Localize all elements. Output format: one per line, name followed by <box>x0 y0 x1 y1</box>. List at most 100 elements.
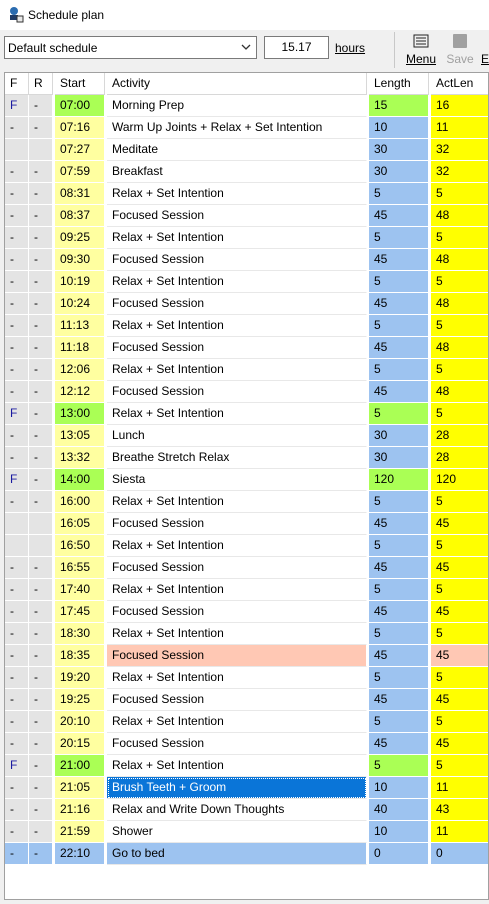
flag-r-cell[interactable]: - <box>29 161 53 183</box>
actlen-cell[interactable]: 11 <box>431 777 488 799</box>
table-row[interactable]: 16:50 Relax + Set Intention 5 5 <box>5 535 488 557</box>
flag-f-cell[interactable]: - <box>5 579 29 601</box>
flag-r-cell[interactable]: - <box>29 821 53 843</box>
start-time-cell[interactable]: 08:37 <box>55 205 105 227</box>
length-cell[interactable]: 45 <box>369 557 429 579</box>
actlen-cell[interactable]: 5 <box>431 315 488 337</box>
length-cell[interactable]: 5 <box>369 667 429 689</box>
activity-cell[interactable]: Relax + Set Intention <box>107 359 367 381</box>
length-cell[interactable]: 0 <box>369 843 429 865</box>
table-row[interactable]: - -16:00 Relax + Set Intention 5 5 <box>5 491 488 513</box>
flag-r-cell[interactable]: - <box>29 95 53 117</box>
length-cell[interactable]: 5 <box>369 403 429 425</box>
flag-f-cell[interactable] <box>5 513 29 535</box>
table-row[interactable]: - -19:20 Relax + Set Intention 5 5 <box>5 667 488 689</box>
table-row[interactable]: - -08:37 Focused Session 45 48 <box>5 205 488 227</box>
table-row[interactable]: - -18:30 Relax + Set Intention 5 5 <box>5 623 488 645</box>
table-row[interactable]: - -11:13 Relax + Set Intention 5 5 <box>5 315 488 337</box>
start-time-cell[interactable]: 18:30 <box>55 623 105 645</box>
actlen-cell[interactable]: 5 <box>431 623 488 645</box>
actlen-cell[interactable]: 48 <box>431 249 488 271</box>
table-row[interactable]: - -13:32 Breathe Stretch Relax 30 28 <box>5 447 488 469</box>
actlen-cell[interactable]: 5 <box>431 535 488 557</box>
flag-f-cell[interactable]: - <box>5 645 29 667</box>
flag-r-cell[interactable]: - <box>29 799 53 821</box>
start-time-cell[interactable]: 21:05 <box>55 777 105 799</box>
activity-cell[interactable]: Morning Prep <box>107 95 367 117</box>
table-row[interactable]: - -07:59 Breakfast 30 32 <box>5 161 488 183</box>
table-row[interactable]: 16:05 Focused Session 45 45 <box>5 513 488 535</box>
flag-r-cell[interactable]: - <box>29 293 53 315</box>
length-cell[interactable]: 5 <box>369 183 429 205</box>
flag-r-cell[interactable]: - <box>29 271 53 293</box>
actlen-cell[interactable]: 5 <box>431 271 488 293</box>
actlen-cell[interactable]: 5 <box>431 667 488 689</box>
table-row[interactable]: - -12:12 Focused Session 45 48 <box>5 381 488 403</box>
flag-r-cell[interactable]: - <box>29 447 53 469</box>
flag-f-cell[interactable] <box>5 535 29 557</box>
length-cell[interactable]: 30 <box>369 425 429 447</box>
flag-r-cell[interactable]: - <box>29 645 53 667</box>
flag-f-cell[interactable]: - <box>5 689 29 711</box>
flag-f-cell[interactable]: - <box>5 271 29 293</box>
actlen-cell[interactable]: 45 <box>431 689 488 711</box>
activity-cell[interactable]: Relax + Set Intention <box>107 667 367 689</box>
flag-r-cell[interactable]: - <box>29 601 53 623</box>
flag-r-cell[interactable]: - <box>29 337 53 359</box>
table-row[interactable]: - -21:05 Brush Teeth + Groom 10 11 <box>5 777 488 799</box>
flag-r-cell[interactable]: - <box>29 579 53 601</box>
flag-r-cell[interactable]: - <box>29 733 53 755</box>
flag-r-cell[interactable]: - <box>29 381 53 403</box>
length-cell[interactable]: 5 <box>369 315 429 337</box>
table-row[interactable]: - -21:59 Shower 10 11 <box>5 821 488 843</box>
actlen-cell[interactable]: 5 <box>431 359 488 381</box>
flag-r-cell[interactable]: - <box>29 227 53 249</box>
flag-r-cell[interactable]: - <box>29 777 53 799</box>
start-time-cell[interactable]: 08:31 <box>55 183 105 205</box>
flag-f-cell[interactable]: - <box>5 183 29 205</box>
flag-f-cell[interactable]: - <box>5 117 29 139</box>
start-time-cell[interactable]: 07:16 <box>55 117 105 139</box>
activity-cell[interactable]: Relax + Set Intention <box>107 227 367 249</box>
table-row[interactable]: - -09:30 Focused Session 45 48 <box>5 249 488 271</box>
flag-f-cell[interactable]: - <box>5 491 29 513</box>
table-row[interactable]: 07:27 Meditate 30 32 <box>5 139 488 161</box>
table-row[interactable]: - -09:25 Relax + Set Intention 5 5 <box>5 227 488 249</box>
start-time-cell[interactable]: 18:35 <box>55 645 105 667</box>
activity-cell[interactable]: Meditate <box>107 139 367 161</box>
flag-f-cell[interactable]: - <box>5 799 29 821</box>
flag-r-cell[interactable]: - <box>29 557 53 579</box>
actlen-cell[interactable]: 48 <box>431 381 488 403</box>
actlen-cell[interactable]: 5 <box>431 711 488 733</box>
activity-cell[interactable]: Focused Session <box>107 645 367 667</box>
length-cell[interactable]: 120 <box>369 469 429 491</box>
activity-cell[interactable]: Focused Session <box>107 557 367 579</box>
table-row[interactable]: - -17:40 Relax + Set Intention 5 5 <box>5 579 488 601</box>
length-cell[interactable]: 45 <box>369 733 429 755</box>
col-header-f[interactable]: F <box>5 73 29 95</box>
activity-cell[interactable]: Lunch <box>107 425 367 447</box>
flag-f-cell[interactable]: - <box>5 359 29 381</box>
actlen-cell[interactable]: 28 <box>431 447 488 469</box>
length-cell[interactable]: 5 <box>369 623 429 645</box>
start-time-cell[interactable]: 17:40 <box>55 579 105 601</box>
table-row[interactable]: F -07:00 Morning Prep 15 16 <box>5 95 488 117</box>
flag-r-cell[interactable] <box>29 513 53 535</box>
table-row[interactable]: - -07:16 Warm Up Joints + Relax + Set Inte… <box>5 117 488 139</box>
start-time-cell[interactable]: 17:45 <box>55 601 105 623</box>
activity-cell[interactable]: Focused Session <box>107 601 367 623</box>
flag-f-cell[interactable]: - <box>5 711 29 733</box>
flag-r-cell[interactable]: - <box>29 711 53 733</box>
start-time-cell[interactable]: 16:50 <box>55 535 105 557</box>
flag-f-cell[interactable]: - <box>5 249 29 271</box>
table-row[interactable]: - -22:10 Go to bed 0 0 <box>5 843 488 865</box>
flag-r-cell[interactable]: - <box>29 403 53 425</box>
flag-r-cell[interactable]: - <box>29 469 53 491</box>
activity-cell[interactable]: Relax + Set Intention <box>107 315 367 337</box>
table-row[interactable]: - -20:10 Relax + Set Intention 5 5 <box>5 711 488 733</box>
table-row[interactable]: - -08:31 Relax + Set Intention 5 5 <box>5 183 488 205</box>
start-time-cell[interactable]: 21:16 <box>55 799 105 821</box>
actlen-cell[interactable]: 48 <box>431 205 488 227</box>
start-time-cell[interactable]: 11:18 <box>55 337 105 359</box>
activity-cell[interactable]: Go to bed <box>107 843 367 865</box>
